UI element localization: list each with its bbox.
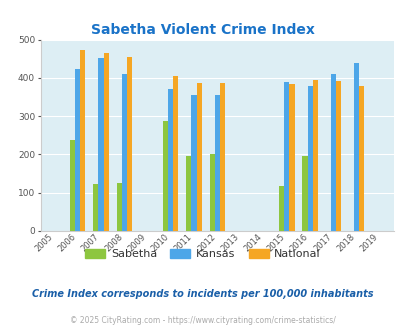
Bar: [116, 183, 121, 231]
Bar: [353, 63, 358, 231]
Bar: [93, 184, 98, 231]
Bar: [330, 74, 335, 231]
Bar: [358, 86, 363, 231]
Bar: [196, 83, 201, 231]
Bar: [279, 186, 284, 231]
Bar: [103, 52, 109, 231]
Bar: [126, 57, 132, 231]
Legend: Sabetha, Kansas, National: Sabetha, Kansas, National: [81, 244, 324, 263]
Bar: [98, 58, 103, 231]
Text: Crime Index corresponds to incidents per 100,000 inhabitants: Crime Index corresponds to incidents per…: [32, 289, 373, 299]
Text: © 2025 CityRating.com - https://www.cityrating.com/crime-statistics/: © 2025 CityRating.com - https://www.city…: [70, 316, 335, 325]
Bar: [122, 74, 126, 231]
Bar: [307, 86, 312, 231]
Bar: [168, 89, 173, 231]
Bar: [214, 95, 219, 231]
Bar: [302, 155, 307, 231]
Bar: [289, 84, 294, 231]
Bar: [186, 155, 191, 231]
Bar: [284, 82, 289, 231]
Bar: [173, 76, 178, 231]
Bar: [75, 69, 80, 231]
Bar: [219, 83, 224, 231]
Bar: [191, 95, 196, 231]
Bar: [70, 140, 75, 231]
Bar: [163, 121, 168, 231]
Bar: [335, 81, 340, 231]
Bar: [209, 154, 214, 231]
Bar: [80, 50, 85, 231]
Bar: [312, 80, 317, 231]
Text: Sabetha Violent Crime Index: Sabetha Violent Crime Index: [91, 23, 314, 37]
